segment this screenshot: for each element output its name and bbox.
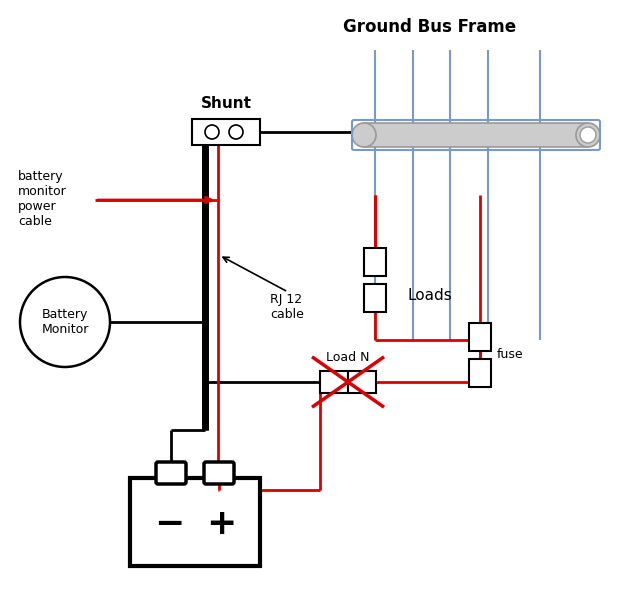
Bar	[348, 371, 376, 393]
Text: RJ 12
cable: RJ 12 cable	[270, 293, 304, 321]
Text: −: −	[154, 507, 184, 541]
Circle shape	[205, 125, 219, 139]
Bar	[364, 284, 386, 312]
Text: battery
monitor
power
cable: battery monitor power cable	[18, 170, 67, 228]
Text: Loads: Loads	[407, 287, 452, 302]
FancyBboxPatch shape	[156, 462, 186, 484]
Circle shape	[229, 125, 243, 139]
FancyBboxPatch shape	[130, 478, 260, 566]
Bar	[320, 371, 348, 393]
FancyBboxPatch shape	[204, 462, 234, 484]
Text: +: +	[206, 507, 236, 541]
Ellipse shape	[352, 123, 376, 147]
Bar	[192, 119, 260, 145]
FancyBboxPatch shape	[363, 123, 589, 147]
Text: Shunt: Shunt	[200, 96, 251, 111]
Text: fuse: fuse	[497, 349, 524, 361]
Bar	[469, 359, 491, 387]
Text: Load N: Load N	[327, 351, 369, 364]
Bar	[364, 248, 386, 276]
Text: Battery
Monitor: Battery Monitor	[41, 308, 89, 336]
Circle shape	[580, 127, 596, 143]
Circle shape	[20, 277, 110, 367]
Ellipse shape	[576, 123, 600, 147]
Bar	[469, 323, 491, 351]
Text: Ground Bus Frame: Ground Bus Frame	[343, 18, 516, 36]
